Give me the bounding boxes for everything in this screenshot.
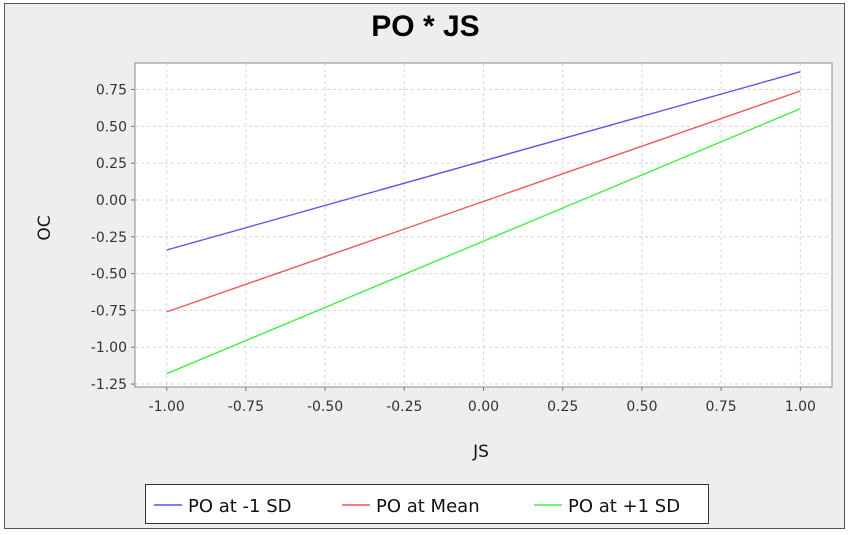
legend: PO at -1 SD PO at Mean PO at +1 SD — [145, 484, 709, 524]
legend-label-2: PO at Mean — [376, 496, 480, 517]
x-axis-label: JS — [472, 442, 489, 462]
y-tick-label: -1.25 — [91, 377, 127, 393]
y-tick-label: 0.25 — [96, 156, 127, 172]
x-tick-label: -0.75 — [228, 399, 264, 415]
y-tick-label: -1.00 — [91, 340, 127, 356]
legend-label-3: PO at +1 SD — [568, 496, 680, 517]
series-line-2 — [166, 90, 801, 313]
grid-lines — [135, 63, 832, 387]
x-tick-label: 1.00 — [785, 399, 816, 415]
y-tick-label: -0.75 — [91, 303, 127, 319]
x-tick-label: -1.00 — [149, 399, 185, 415]
legend-label-1: PO at -1 SD — [188, 496, 292, 517]
x-tick-label: -0.50 — [307, 399, 343, 415]
y-tick-label: 0.00 — [96, 193, 127, 209]
series-lines — [166, 71, 801, 375]
y-axis-label: OC — [35, 215, 55, 240]
y-tick-label: 0.50 — [96, 119, 127, 135]
y-tick-label: 0.75 — [96, 83, 127, 99]
x-tick-label: 0.75 — [706, 399, 737, 415]
series-line-1 — [166, 71, 801, 251]
y-tick-label: -0.50 — [91, 267, 127, 283]
y-axis-ticks: 0.75 0.50 0.25 0.00 -0.25 -0.50 -0.75 -1.00 -1.2… — [91, 83, 135, 393]
chart-title: PO * JS — [371, 10, 480, 43]
x-tick-label: 0.25 — [547, 399, 578, 415]
y-tick-label: -0.25 — [91, 230, 127, 246]
x-axis-ticks: -1.00 -0.75 -0.50 -0.25 0.00 0.25 0.50 0.75 1.00 — [149, 387, 816, 415]
series-line-3 — [166, 108, 801, 375]
x-tick-label: 0.00 — [468, 399, 499, 415]
x-tick-label: 0.50 — [626, 399, 657, 415]
legend-items: PO at -1 SD PO at Mean PO at +1 SD — [154, 496, 680, 517]
x-tick-label: -0.25 — [386, 399, 422, 415]
